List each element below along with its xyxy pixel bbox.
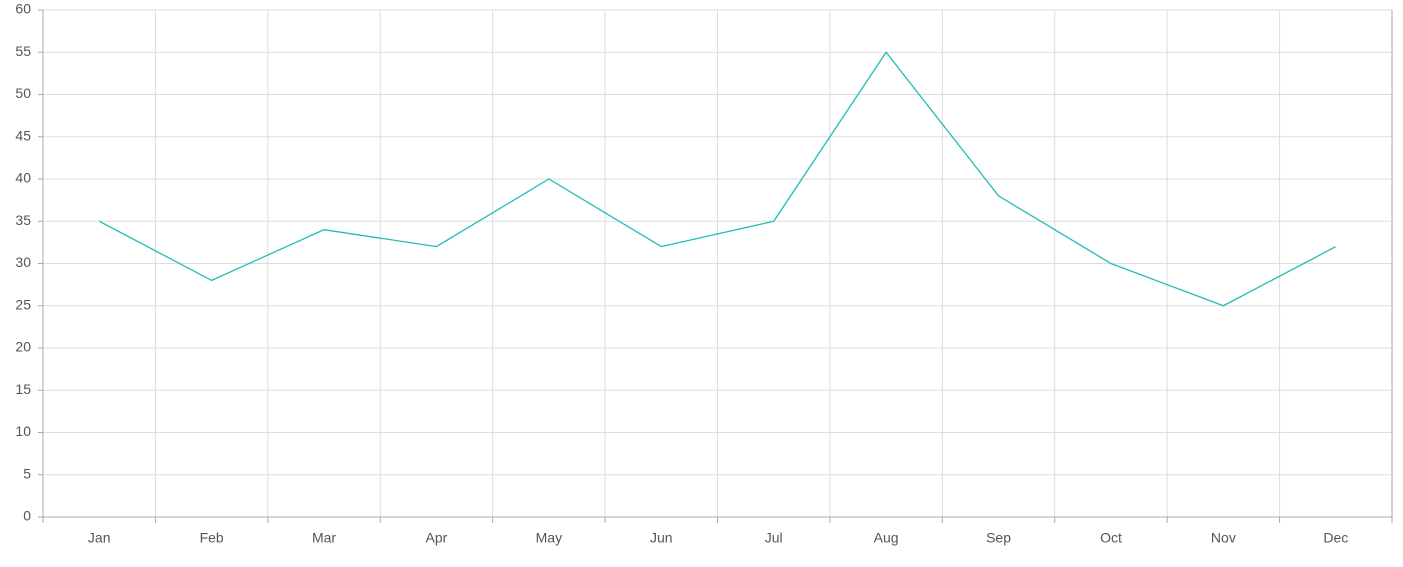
x-tick-label: Jun xyxy=(650,530,673,546)
y-tick-label: 0 xyxy=(23,508,31,524)
y-tick-label: 5 xyxy=(23,465,31,481)
y-tick-label: 25 xyxy=(15,296,31,312)
y-tick-label: 55 xyxy=(15,43,31,59)
y-tick-label: 50 xyxy=(15,85,31,101)
x-tick-label: Aug xyxy=(874,530,899,546)
y-tick-label: 45 xyxy=(15,127,31,143)
line xyxy=(98,51,1337,307)
x-tick-label: Nov xyxy=(1211,530,1236,546)
x-tick-label: Apr xyxy=(426,530,448,546)
y-tick-label: 60 xyxy=(15,1,31,17)
x-tick-label: Sep xyxy=(986,530,1011,546)
x-tick-label: Mar xyxy=(312,530,336,546)
x-tick-label: Feb xyxy=(200,530,224,546)
y-tick-label: 15 xyxy=(15,381,31,397)
x-tick-label: May xyxy=(536,530,562,546)
y-tick-label: 20 xyxy=(15,339,31,355)
x-tick-label: Jul xyxy=(765,530,783,546)
y-tick-label: 10 xyxy=(15,423,31,439)
y-tick-label: 40 xyxy=(15,170,31,186)
x-tick-label: Dec xyxy=(1323,530,1348,546)
x-tick-label: Oct xyxy=(1100,530,1122,546)
x-tick-label: Jan xyxy=(88,530,111,546)
y-tick-label: 35 xyxy=(15,212,31,228)
y-tick-label: 30 xyxy=(15,254,31,270)
